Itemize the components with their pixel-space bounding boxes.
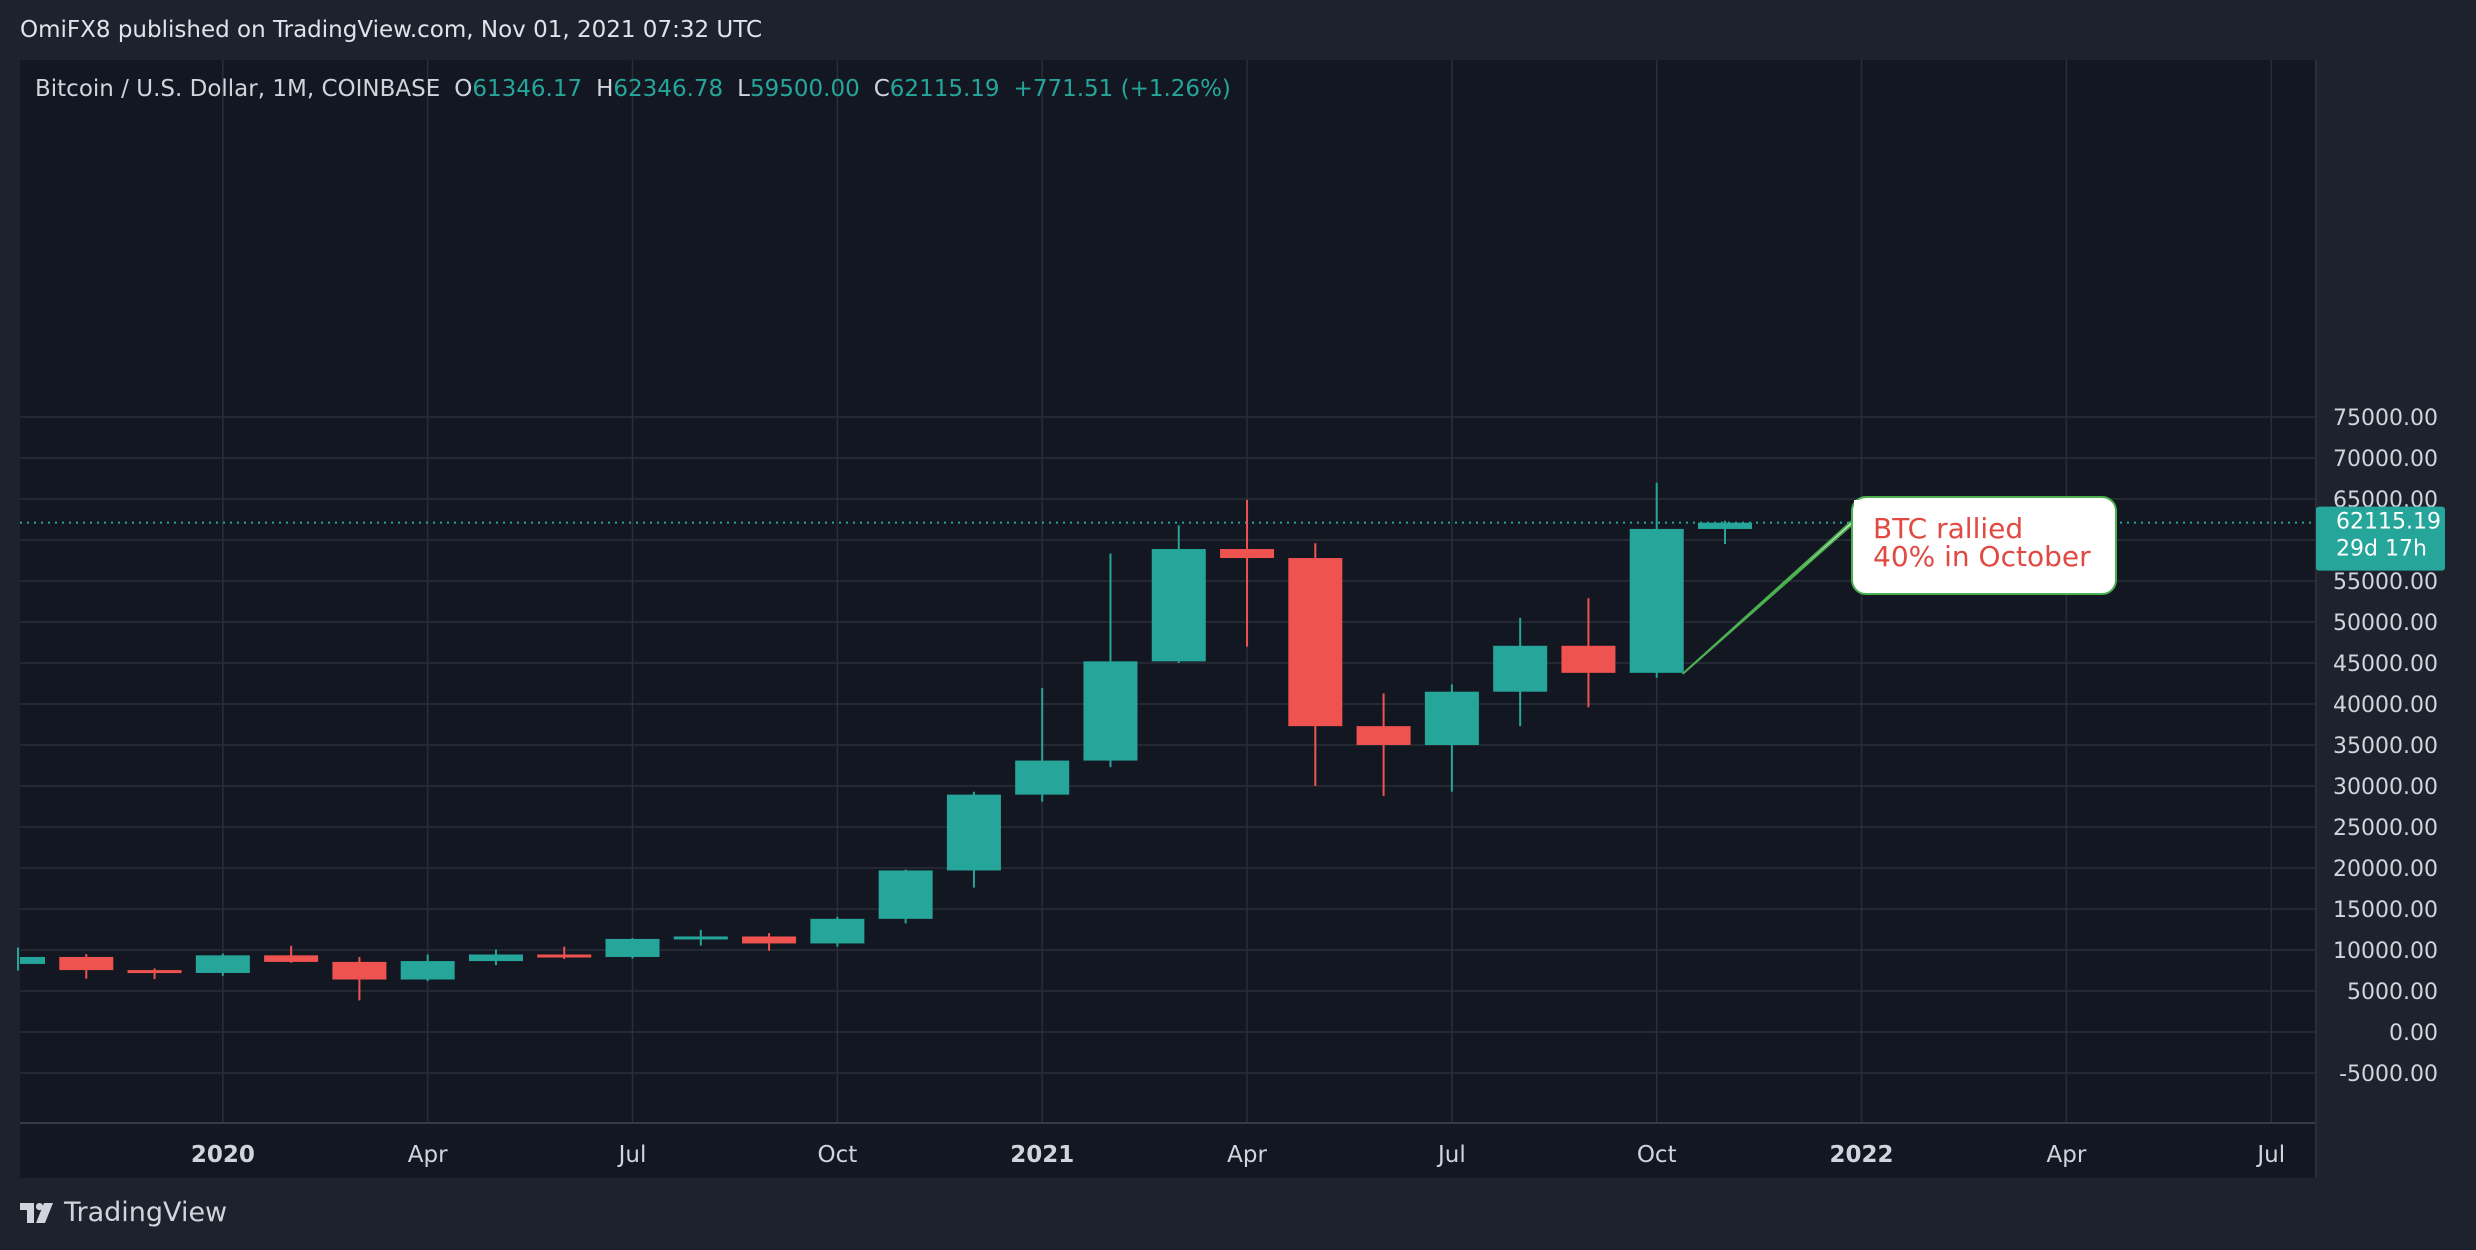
tradingview-logo-text: TradingView [64, 1197, 228, 1228]
candle-body [195, 955, 250, 973]
footer-bar [0, 1180, 2476, 1250]
time-axis-label: 2021 [1010, 1142, 1074, 1168]
last-price-value: 62115.19 [2336, 510, 2441, 535]
time-axis-label: 2022 [1830, 1142, 1894, 1168]
tradingview-logo[interactable]: TradingView [20, 1197, 227, 1228]
price-axis-label: -5000.00 [2339, 1062, 2438, 1087]
candle-body [1493, 645, 1548, 692]
legend-change: +771.51 (+1.26%) [1014, 76, 1231, 102]
last-price-tag-background [2316, 506, 2445, 571]
price-axis-label: 30000.00 [2333, 775, 2438, 800]
candle-body [810, 918, 865, 944]
candle-body [673, 936, 728, 940]
last-price-tag: 62115.19 29d 17h [2316, 506, 2445, 571]
time-axis-label: Apr [408, 1142, 448, 1168]
price-axis-label: 0.00 [2389, 1021, 2438, 1046]
price-axis-label: 10000.00 [2333, 939, 2438, 964]
legend-low-label: L [737, 76, 750, 102]
legend-symbol: Bitcoin / U.S. Dollar, 1M, COINBASE [35, 76, 440, 102]
legend-close-label: C [874, 76, 890, 102]
candle-body [1083, 661, 1138, 761]
callout-text-line1: BTC rallied [1873, 512, 2023, 545]
callout-seam [1854, 500, 1880, 518]
price-axis-label: 45000.00 [2333, 652, 2438, 677]
legend-low-value: 59500.00 [750, 76, 860, 102]
price-axis-label: 55000.00 [2333, 570, 2438, 595]
candle-body [1698, 522, 1752, 529]
price-axis-label: 75000.00 [2333, 406, 2438, 431]
candle-body [468, 954, 523, 962]
candle-body [1356, 726, 1411, 745]
time-axis-label: Apr [2047, 1142, 2087, 1168]
candle-body [1015, 760, 1070, 795]
candle-body [946, 794, 1001, 871]
callout-box [1851, 496, 2117, 595]
time-axis-label: Oct [1637, 1142, 1677, 1168]
legend-high-label: H [596, 76, 613, 102]
legend-open-label: O [454, 76, 472, 102]
legend-open-value: 61346.17 [472, 76, 582, 102]
price-axis-label: 20000.00 [2333, 857, 2438, 882]
candle-body [1151, 549, 1206, 662]
legend-high-value: 62346.78 [613, 76, 723, 102]
price-axis-label: 35000.00 [2333, 734, 2438, 759]
candle-body [537, 954, 592, 958]
candle-body [127, 970, 182, 974]
candle-body [1288, 558, 1343, 727]
tradingview-logo-icon [20, 1202, 53, 1223]
candle-body [332, 961, 387, 980]
legend-close-value: 62115.19 [890, 76, 1000, 102]
time-axis-label: Jul [617, 1142, 647, 1168]
candle-body [878, 870, 933, 919]
candle-body [400, 961, 455, 980]
candle-body [20, 956, 45, 964]
candles-layer [17, 482, 1752, 1001]
price-axis-label: 25000.00 [2333, 816, 2438, 841]
annotation-callout[interactable]: BTC rallied 40% in October [1682, 496, 2117, 675]
price-axis-label: 15000.00 [2333, 898, 2438, 923]
candle-body [264, 955, 319, 962]
candle-body [1424, 691, 1479, 745]
callout-text-line2: 40% in October [1873, 540, 2091, 573]
time-axis-label: Oct [817, 1142, 857, 1168]
candle-body [742, 936, 797, 944]
price-axis-label: 70000.00 [2333, 447, 2438, 472]
time-axis-label: 2020 [191, 1142, 255, 1168]
publish-header: OmiFX8 published on TradingView.com, Nov… [0, 0, 2476, 60]
price-axis-label: 50000.00 [2333, 611, 2438, 636]
time-axis-label: Jul [2255, 1142, 2285, 1168]
bar-countdown: 29d 17h [2336, 537, 2427, 562]
candle-body [59, 956, 114, 971]
price-axis-label: 40000.00 [2333, 693, 2438, 718]
price-axis-label: 5000.00 [2347, 980, 2438, 1005]
candle-body [605, 938, 660, 957]
candle-body [1629, 528, 1684, 673]
candle-body [1220, 549, 1275, 559]
time-axis-label: Jul [1436, 1142, 1466, 1168]
time-axis-label: Apr [1227, 1142, 1267, 1168]
candle-body [1561, 645, 1616, 673]
time-axis[interactable]: 2020 Apr Jul Oct 2021 Apr Jul Oct 2022 Apr Jul [191, 1142, 2285, 1168]
legend-line: Bitcoin / U.S. Dollar, 1M, COINBASE O6134… [35, 76, 1231, 102]
publish-info-text: OmiFX8 published on TradingView.com, Nov… [20, 17, 762, 43]
